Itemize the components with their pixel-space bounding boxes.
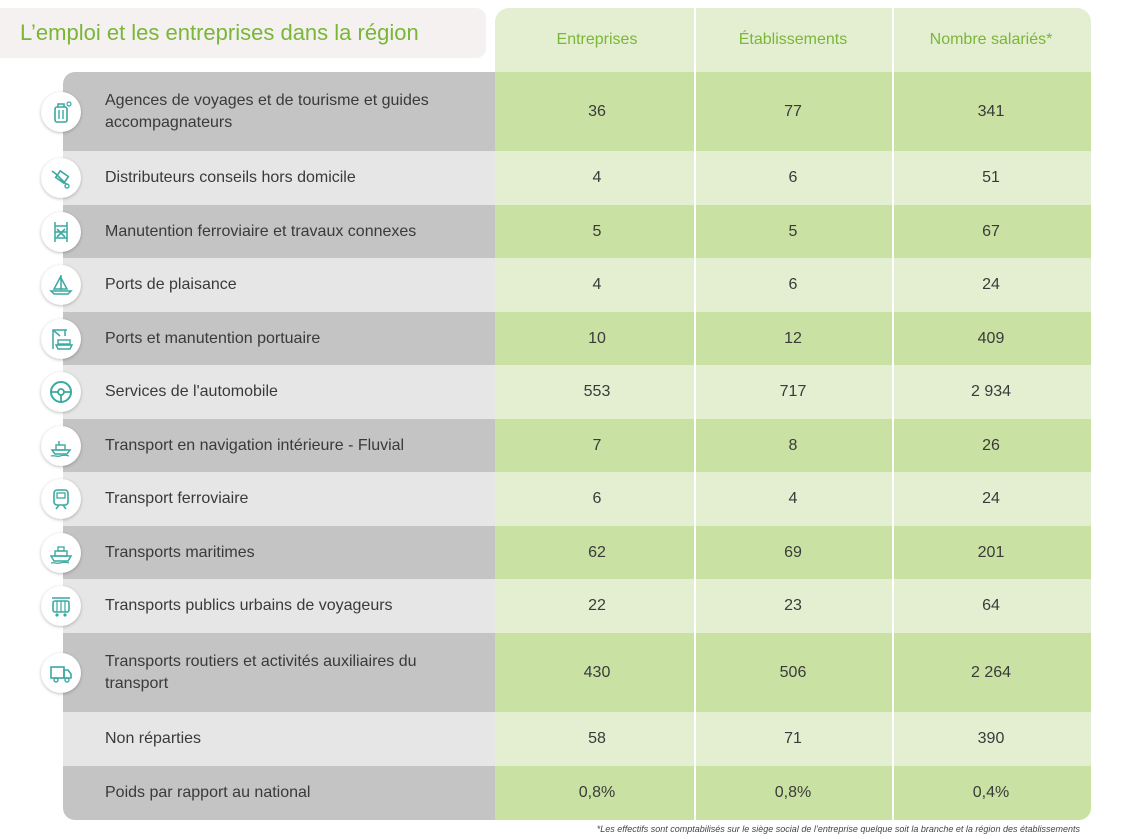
table-cell: 2 264 xyxy=(970,663,1012,681)
table-cell: 51 xyxy=(982,169,1000,186)
table-cell: 67 xyxy=(982,222,1000,240)
page-title: L’emploi et les entreprises dans la régi… xyxy=(20,20,419,45)
table-cell: 5 xyxy=(788,222,798,240)
table-cell: 4 xyxy=(592,169,602,186)
row-label: Distributeurs conseils hors domicile xyxy=(105,169,356,186)
table-cell: 5 xyxy=(592,222,602,240)
table-cell: 71 xyxy=(784,730,802,747)
table-cell: 0,8% xyxy=(774,784,812,801)
table-cell: 0,4% xyxy=(972,784,1010,801)
table-cell: 24 xyxy=(982,490,1000,507)
row-label: Ports et manutention portuaire xyxy=(105,329,321,347)
table-cell: 69 xyxy=(784,543,802,561)
table-cell: 201 xyxy=(977,543,1005,561)
row-label: Transport ferroviaire xyxy=(105,490,249,507)
port-crane-icon xyxy=(41,318,81,359)
train-icon xyxy=(41,479,81,519)
table-row-values: 4 6 24 xyxy=(495,258,1091,312)
table-cell: 6 xyxy=(788,276,798,293)
table-row: Ports de plaisance xyxy=(63,258,495,312)
table-cell: 10 xyxy=(588,329,606,347)
row-label: Transports publics urbains de voyageurs xyxy=(105,597,393,614)
row-label: Agences de voyages et de tourisme et gui… xyxy=(105,91,429,131)
table-row-values: 62 69 201 xyxy=(495,526,1091,579)
column-divider xyxy=(694,8,696,820)
row-label: Transports routiers et activités auxilia… xyxy=(105,652,417,692)
table-row-values: 10 12 409 xyxy=(495,312,1091,365)
column-divider xyxy=(892,8,894,820)
table-header: Entreprises Établissements Nombre salari… xyxy=(495,8,1091,72)
river-boat-icon xyxy=(41,425,81,466)
rail-tools-icon xyxy=(41,211,81,252)
table-row-values: 36 77 341 xyxy=(495,72,1091,151)
truck-icon xyxy=(41,652,81,693)
table-cell: 553 xyxy=(583,383,611,400)
table-row: Transports routiers et activités auxilia… xyxy=(63,633,495,712)
table-row: Manutention ferroviaire et travaux conne… xyxy=(63,205,495,258)
table-row: Ports et manutention portuaire xyxy=(63,312,495,365)
table-row-values: 5 5 67 xyxy=(495,205,1091,258)
column-header-entreprises: Entreprises xyxy=(556,31,638,48)
table-row-values: 430 506 2 264 xyxy=(495,633,1091,712)
table-row-values: 7 8 26 xyxy=(495,419,1091,472)
table-row-values: 553 717 2 934 xyxy=(495,365,1091,419)
row-label: Non réparties xyxy=(105,730,202,747)
table-cell: 506 xyxy=(779,663,807,681)
table-cell: 6 xyxy=(788,169,798,186)
table-row: Non réparties xyxy=(63,712,495,766)
table-cell: 717 xyxy=(779,383,807,400)
table-row: Agences de voyages et de tourisme et gui… xyxy=(63,72,495,151)
steering-wheel-icon xyxy=(41,372,81,412)
table-row-values: 22 23 64 xyxy=(495,579,1091,633)
table-cell: 7 xyxy=(592,436,602,454)
row-label: Ports de plaisance xyxy=(105,276,237,293)
row-labels-panel: Agences de voyages et de tourisme et gui… xyxy=(63,72,495,820)
table-cell: 390 xyxy=(977,730,1005,747)
row-label: Transport en navigation intérieure - Flu… xyxy=(105,436,405,454)
table-row-values: 0,8% 0,8% 0,4% xyxy=(495,766,1091,820)
table-row: Distributeurs conseils hors domicile xyxy=(63,151,495,205)
table-cell: 77 xyxy=(784,102,802,120)
table-cell: 6 xyxy=(592,490,602,507)
table-cell: 0,8% xyxy=(578,784,616,801)
table-cell: 430 xyxy=(583,663,611,681)
table-cell: 23 xyxy=(784,597,802,614)
table-cell: 58 xyxy=(588,730,606,747)
table-cell: 2 934 xyxy=(970,383,1012,400)
column-header-salaries: Nombre salariés* xyxy=(929,31,1053,48)
table-cell: 64 xyxy=(982,597,1000,614)
table-cell: 36 xyxy=(588,102,606,120)
ship-icon xyxy=(41,532,81,573)
table-cell: 12 xyxy=(784,329,802,347)
table-row: Transports publics urbains de voyageurs xyxy=(63,579,495,633)
table-row: Poids par rapport au national xyxy=(63,766,495,820)
column-header-etablissements: Établissements xyxy=(738,31,848,48)
tram-icon xyxy=(41,586,81,626)
row-label: Poids par rapport au national xyxy=(105,784,311,801)
table-cell: 62 xyxy=(588,543,606,561)
table-row: Transport en navigation intérieure - Flu… xyxy=(63,419,495,472)
table-row: Transports maritimes xyxy=(63,526,495,579)
table-row-values: 4 6 51 xyxy=(495,151,1091,205)
luggage-icon xyxy=(41,91,81,132)
row-label: Transports maritimes xyxy=(105,543,255,561)
title-box: L’emploi et les entreprises dans la régi… xyxy=(0,8,486,58)
row-label: Manutention ferroviaire et travaux conne… xyxy=(105,222,417,240)
table-row: Transport ferroviaire xyxy=(63,472,495,526)
trolley-icon xyxy=(41,158,81,198)
table-cell: 22 xyxy=(588,597,606,614)
table-cell: 24 xyxy=(982,276,1000,293)
table-row: Services de l'automobile xyxy=(63,365,495,419)
sailboat-icon xyxy=(41,265,81,305)
table-row-values: 58 71 390 xyxy=(495,712,1091,766)
table-cell: 341 xyxy=(977,102,1005,120)
row-label: Services de l'automobile xyxy=(105,383,278,400)
table-row-values: 6 4 24 xyxy=(495,472,1091,526)
table-cell: 8 xyxy=(788,436,798,454)
table-cell: 4 xyxy=(788,490,798,507)
footnote: *Les effectifs sont comptabilisés sur le… xyxy=(596,824,1080,834)
table-cell: 26 xyxy=(982,436,1000,454)
table-cell: 409 xyxy=(977,329,1005,347)
table-cell: 4 xyxy=(592,276,602,293)
